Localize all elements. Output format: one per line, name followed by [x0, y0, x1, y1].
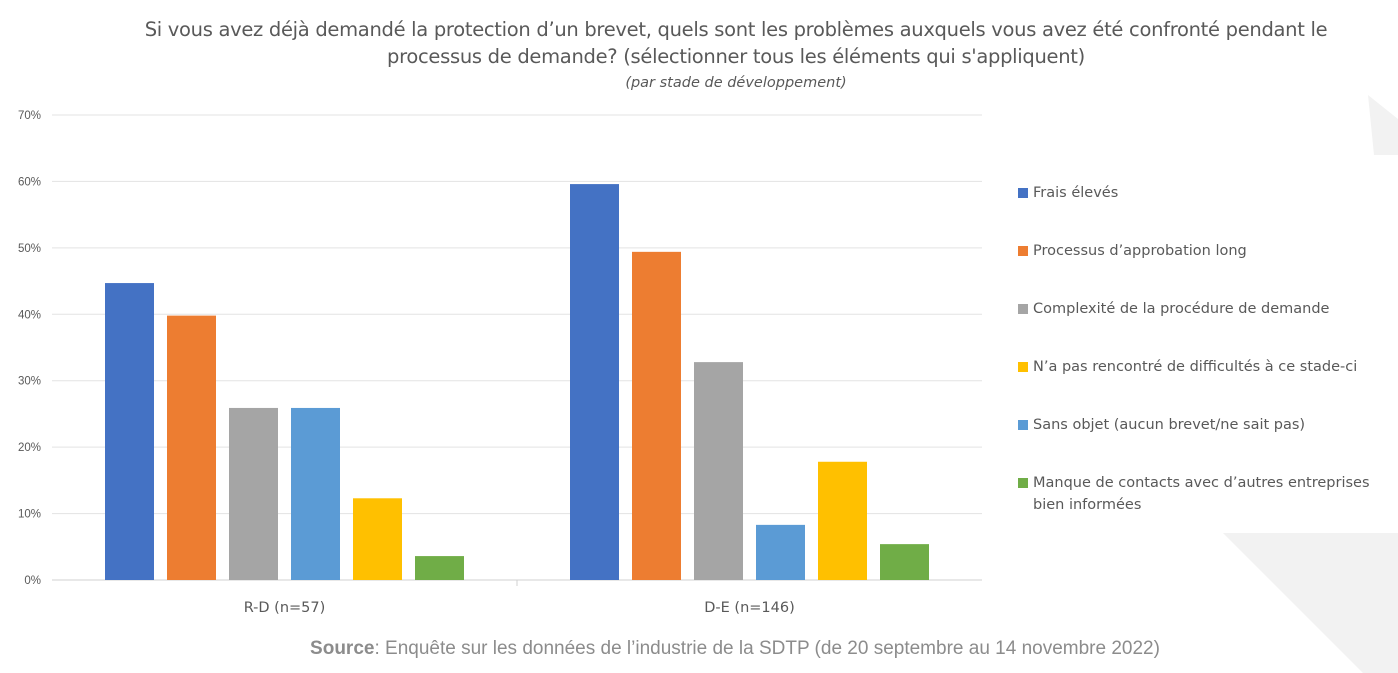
legend-item: Manque de contacts avec d’autres entrepr… — [1018, 472, 1388, 516]
legend-item: Frais élevés — [1018, 182, 1388, 204]
legend-label: Sans objet (aucun brevet/ne sait pas) — [1033, 417, 1306, 433]
x-category-label: D-E (n=146) — [704, 600, 795, 616]
legend-item: Complexité de la procédure de demande — [1018, 298, 1388, 320]
legend-item: Sans objet (aucun brevet/ne sait pas) — [1018, 414, 1388, 436]
bar — [880, 544, 929, 580]
bar — [415, 556, 464, 580]
y-tick-label: 60% — [18, 176, 41, 188]
legend-swatch — [1018, 478, 1028, 488]
bar — [818, 461, 867, 580]
bar — [756, 524, 805, 580]
legend-swatch — [1018, 246, 1028, 256]
legend-label: Frais élevés — [1033, 185, 1119, 201]
legend-item: Processus d’approbation long — [1018, 240, 1388, 262]
legend-swatch — [1018, 420, 1028, 430]
bar — [632, 251, 681, 581]
bar — [229, 407, 278, 580]
bar — [570, 184, 619, 581]
chart-title: Si vous avez déjà demandé la protection … — [144, 18, 1328, 68]
legend-item: N’a pas rencontré de difficultés à ce st… — [1018, 356, 1388, 378]
y-tick-label: 10% — [18, 509, 41, 521]
chart-subtitle: (par stade de développement) — [625, 75, 847, 91]
source-text: : Enquête sur les données de l’industrie… — [374, 638, 1160, 659]
bar — [353, 498, 402, 580]
x-category-label: R-D (n=57) — [244, 600, 326, 616]
legend-label: Processus d’approbation long — [1033, 243, 1247, 259]
bar — [694, 362, 743, 580]
y-tick-label: 0% — [24, 575, 41, 587]
source-label: Source — [310, 638, 375, 659]
legend-label: N’a pas rencontré de difficultés à ce st… — [1033, 359, 1358, 375]
decorative-shape-top — [1368, 95, 1398, 155]
y-tick-label: 50% — [18, 243, 41, 255]
bar-chart: 0% 10% 20% 30% 40% 50% 60% 70% R-D (n=57) D-E (n=… — [18, 110, 982, 616]
legend-swatch — [1018, 304, 1028, 314]
bar — [291, 407, 340, 580]
legend-swatch — [1018, 362, 1028, 372]
y-tick-label: 30% — [18, 376, 41, 388]
source-note: Source: Enquête sur les données de l’ind… — [0, 638, 1398, 660]
legend-label: Complexité de la procédure de demande — [1033, 301, 1330, 317]
y-tick-label: 40% — [18, 309, 41, 321]
bar — [167, 315, 216, 580]
legend-swatch — [1018, 188, 1028, 198]
y-tick-label: 70% — [18, 110, 41, 122]
y-tick-label: 20% — [18, 442, 41, 454]
legend-label: Manque de contacts avec d’autres entrepr… — [1033, 475, 1370, 513]
bar — [105, 283, 154, 580]
